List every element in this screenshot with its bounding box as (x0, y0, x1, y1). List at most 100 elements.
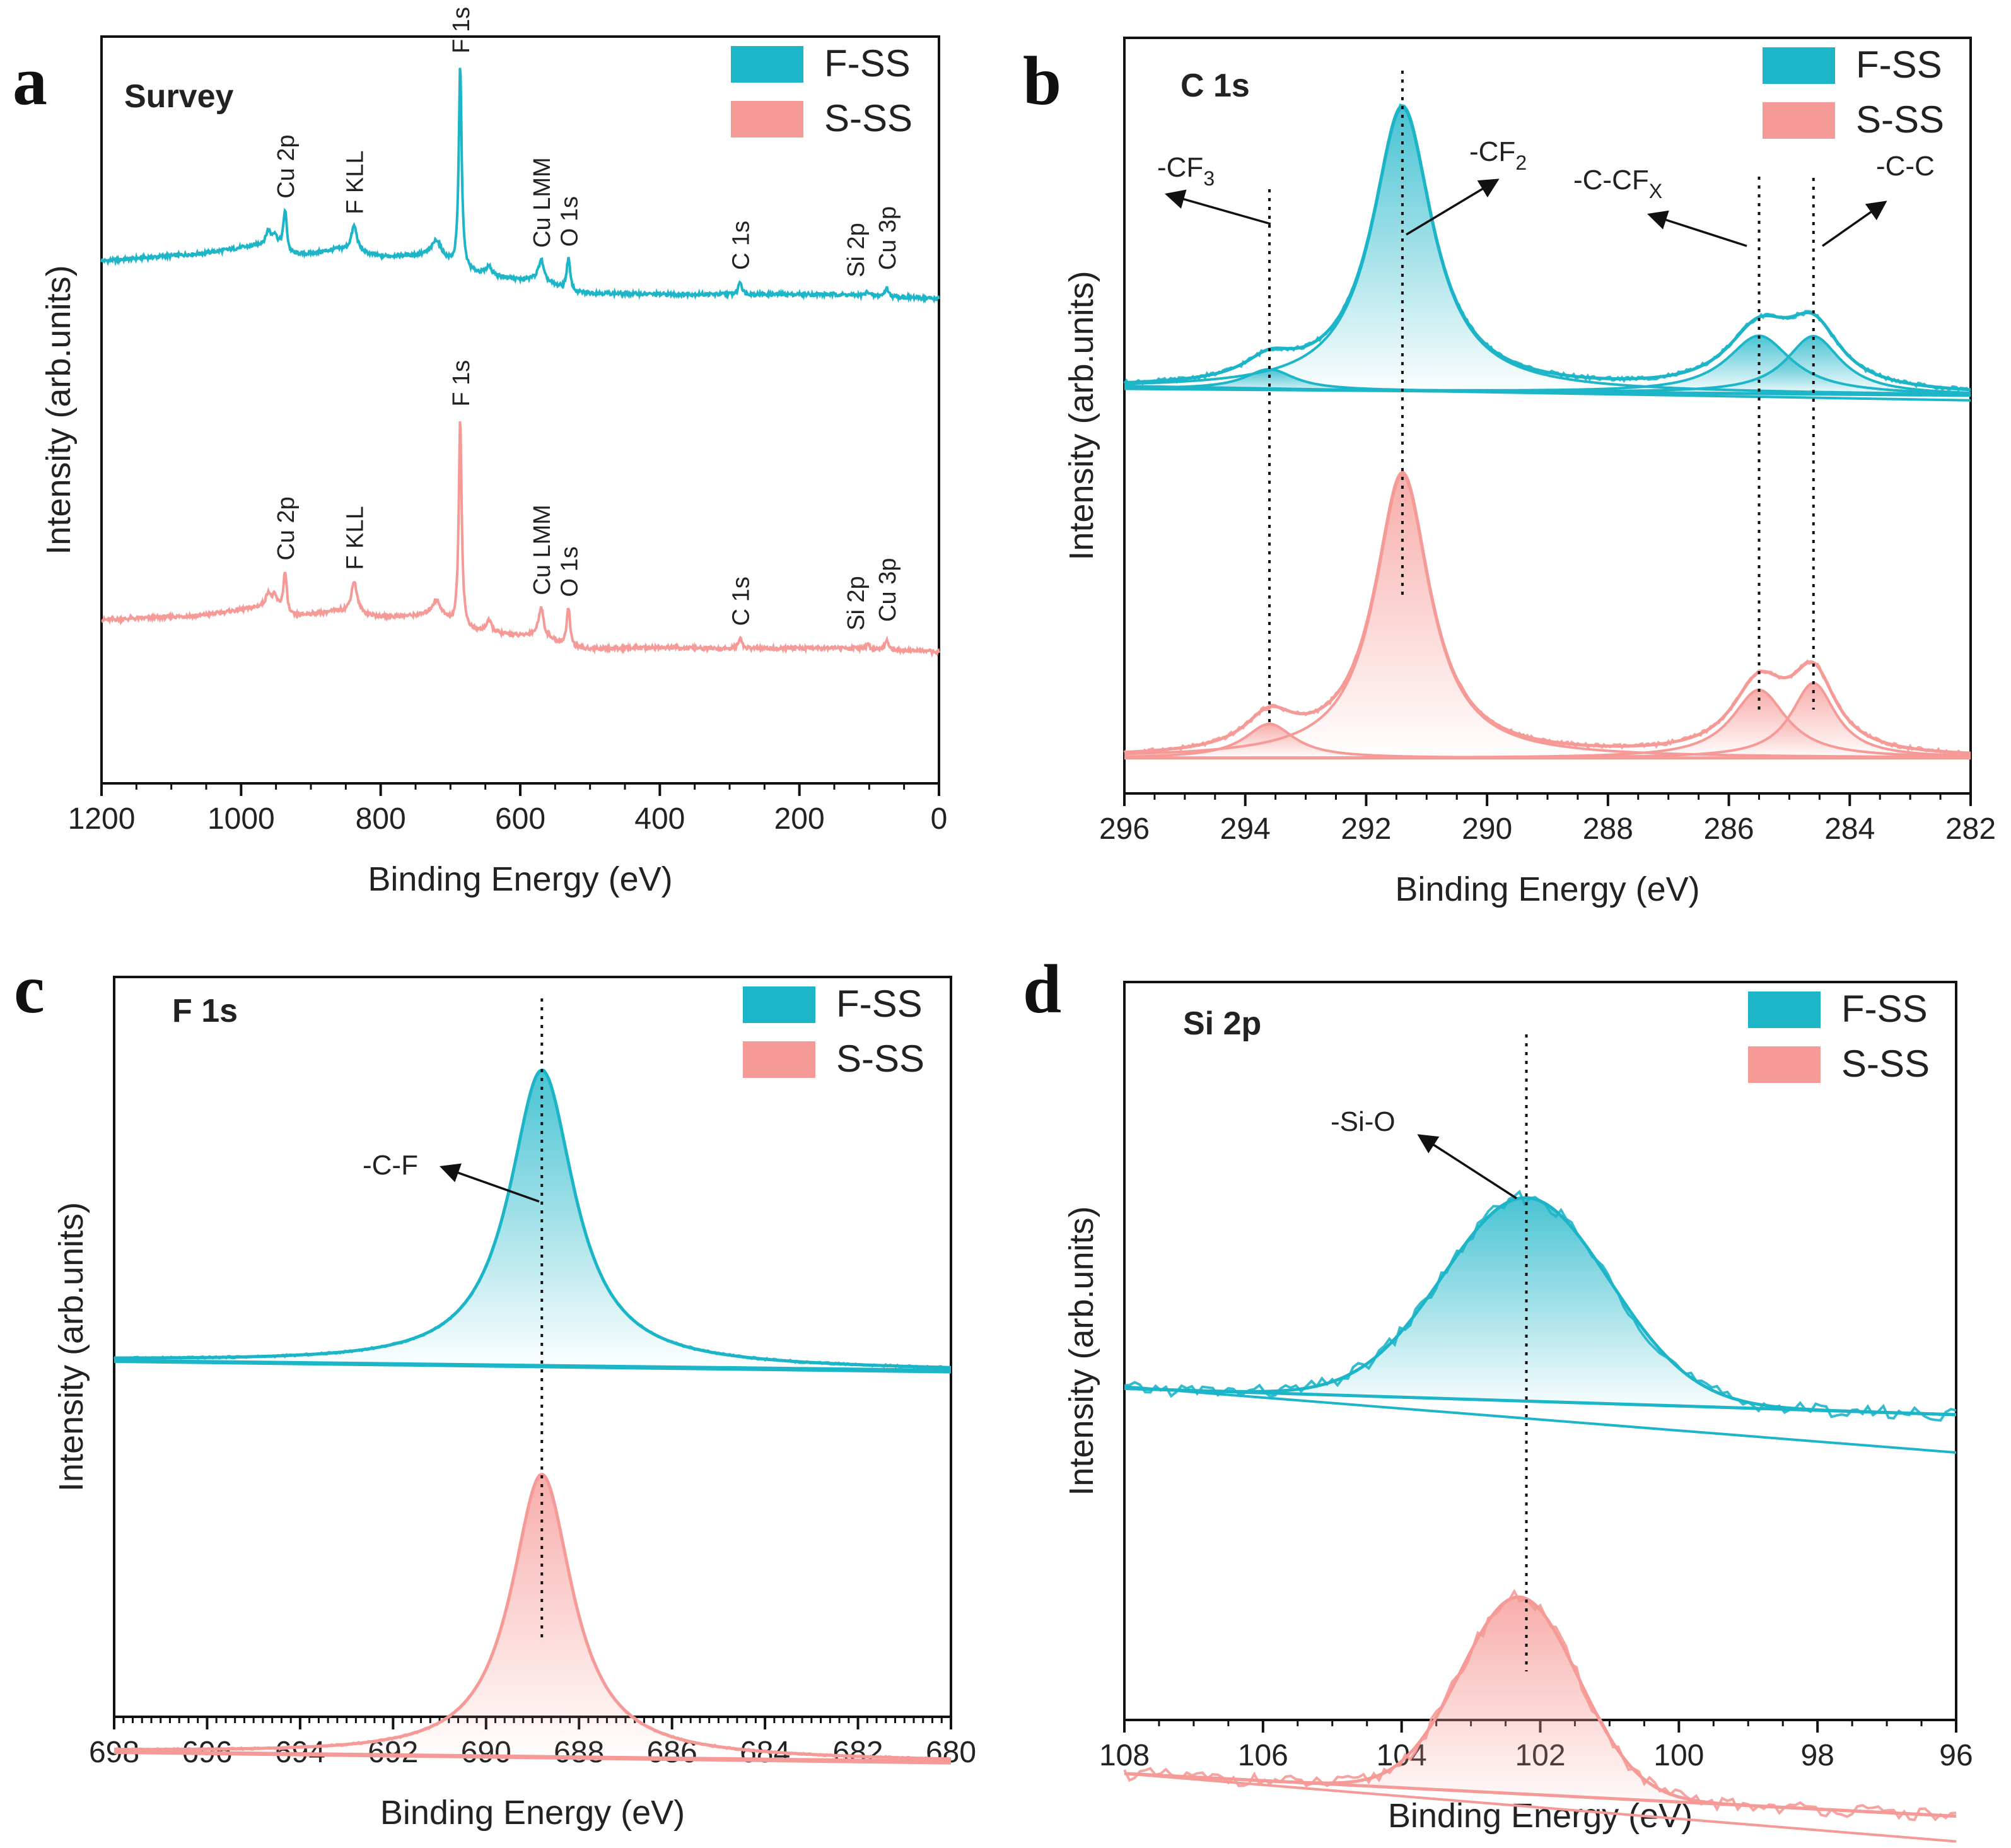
x-tick-label: 106 (1238, 1739, 1288, 1772)
raw-data (114, 1472, 952, 1762)
panel-letter: b (1023, 42, 1061, 119)
series-sss-line (101, 421, 940, 658)
component-label-sub: 3 (1203, 167, 1215, 190)
component-fill (1124, 1597, 1956, 1816)
legend-label-fss: F-SS (1856, 44, 1942, 86)
x-axis-label: Binding Energy (eV) (380, 1794, 685, 1832)
legend-label-sss: S-SS (824, 97, 912, 139)
component-label-sub: X (1649, 180, 1662, 202)
envelope-fit (1124, 104, 1971, 392)
legend-label-fss: F-SS (824, 42, 911, 85)
component-arrow (1417, 1134, 1517, 1200)
peak-label: F KLL (342, 151, 369, 214)
panel-title: C 1s (1180, 67, 1250, 104)
peak-label: Cu 3p (875, 206, 901, 270)
legend-label-fss: F-SS (836, 983, 923, 1025)
component-label: -C-C (1876, 151, 1935, 182)
component-label: -Si-O (1331, 1106, 1396, 1137)
peak-label: O 1s (556, 546, 583, 597)
legend-swatch-fss (1748, 991, 1821, 1028)
panel-d-si2p: 1081061041021009896Binding Energy (eV)In… (1023, 950, 1973, 1843)
background-line (114, 1750, 952, 1763)
peak-label: F 1s (448, 7, 475, 54)
component-label-sub: 2 (1515, 151, 1527, 174)
component-fill (114, 1070, 951, 1371)
panel-b-c1s: 296 294 292 290 288 286 284 282 Binding Energy (… (1023, 37, 1996, 908)
x-tick-label: 1200 (68, 802, 136, 836)
peak-label: F KLL (342, 506, 369, 570)
envelope-fit (1124, 471, 1971, 755)
legend-swatch-sss (731, 101, 803, 137)
raw-data (1123, 103, 1971, 392)
x-tick-label: 682 (833, 1736, 883, 1769)
legend-swatch-fss (743, 986, 815, 1023)
x-tick-label: 296 (1099, 812, 1150, 846)
component-label: -CF2 (1469, 136, 1527, 174)
legend-swatch-fss (731, 46, 803, 83)
panel-title: Si 2p (1183, 1005, 1261, 1042)
x-tick-label: 96 (1939, 1739, 1973, 1772)
component-arrow (1821, 201, 1887, 247)
legend-swatch-sss (743, 1041, 815, 1078)
peak-label: Cu LMM (529, 157, 556, 248)
legend-swatch-sss (1748, 1046, 1821, 1083)
panel-a-survey: 1200 1000 800 600 400 200 0 Binding Energy (eV)… (13, 7, 947, 898)
x-tick-label: 600 (495, 802, 545, 836)
background-line-2 (1124, 1385, 1957, 1454)
component-fill (1124, 1198, 1956, 1415)
x-tick-label: 286 (1704, 812, 1754, 846)
x-tick-label: 98 (1800, 1739, 1834, 1772)
background-line-2 (1124, 385, 1971, 402)
x-tick-label: 288 (1583, 812, 1633, 846)
x-tick-label: 800 (356, 802, 406, 836)
x-axis-label: Binding Energy (eV) (1395, 870, 1699, 908)
x-tick-label: 400 (634, 802, 685, 836)
x-tick-label: 294 (1220, 812, 1271, 846)
x-tick-label: 292 (1341, 812, 1391, 846)
raw-data (1124, 1190, 1957, 1422)
plot-frame (1123, 37, 1972, 795)
x-tick-label: 1000 (207, 802, 275, 836)
plot-frame (100, 35, 940, 785)
y-axis-label: Intensity (arb.units) (1063, 271, 1100, 560)
background-line-2 (114, 1360, 952, 1374)
panel-title: Survey (124, 78, 234, 115)
background-line (114, 1359, 952, 1372)
panel-letter: d (1023, 950, 1061, 1027)
legend-label-sss: S-SS (836, 1038, 924, 1080)
component-label: -CF3 (1157, 152, 1215, 190)
peak-label: Cu 2p (273, 496, 300, 560)
peak-label: Si 2p (843, 576, 870, 631)
raw-data (1123, 469, 1971, 756)
background-line-2 (1124, 1772, 1957, 1843)
x-tick-label: 284 (1824, 812, 1875, 846)
series-fss-line (100, 67, 940, 304)
raw-data (113, 1068, 952, 1370)
peak-label: Cu LMM (529, 505, 556, 595)
legend-label-sss: S-SS (1841, 1043, 1930, 1085)
raw-data (1123, 1589, 1957, 1822)
component-arrow (1406, 178, 1500, 236)
x-tick-label: 108 (1099, 1739, 1150, 1772)
x-axis-label: Binding Energy (eV) (368, 860, 672, 898)
x-tick-label: 282 (1945, 812, 1996, 846)
legend-label-sss: S-SS (1856, 98, 1944, 141)
legend-label-fss: F-SS (1841, 988, 1928, 1030)
peak-label: Cu 3p (875, 558, 901, 622)
component-label: -C-CFX (1573, 165, 1662, 202)
peak-label: Si 2p (843, 223, 870, 278)
legend-swatch-sss (1763, 102, 1835, 139)
y-axis-label: Intensity (arb.units) (40, 265, 78, 554)
background-line-2 (114, 1752, 952, 1765)
peak-label: C 1s (728, 221, 755, 270)
x-tick-label: 290 (1462, 812, 1512, 846)
legend-swatch-fss (1763, 47, 1835, 84)
component-arrow (1164, 189, 1271, 225)
panel-c-f1s: 698696694692690688686684682680Binding En… (14, 950, 976, 1832)
x-tick-label: 200 (774, 802, 825, 836)
component-arrow (440, 1163, 540, 1203)
y-axis-label: Intensity (arb.units) (1063, 1206, 1100, 1495)
component-label: -C-F (363, 1150, 418, 1181)
peak-label: C 1s (728, 576, 755, 626)
